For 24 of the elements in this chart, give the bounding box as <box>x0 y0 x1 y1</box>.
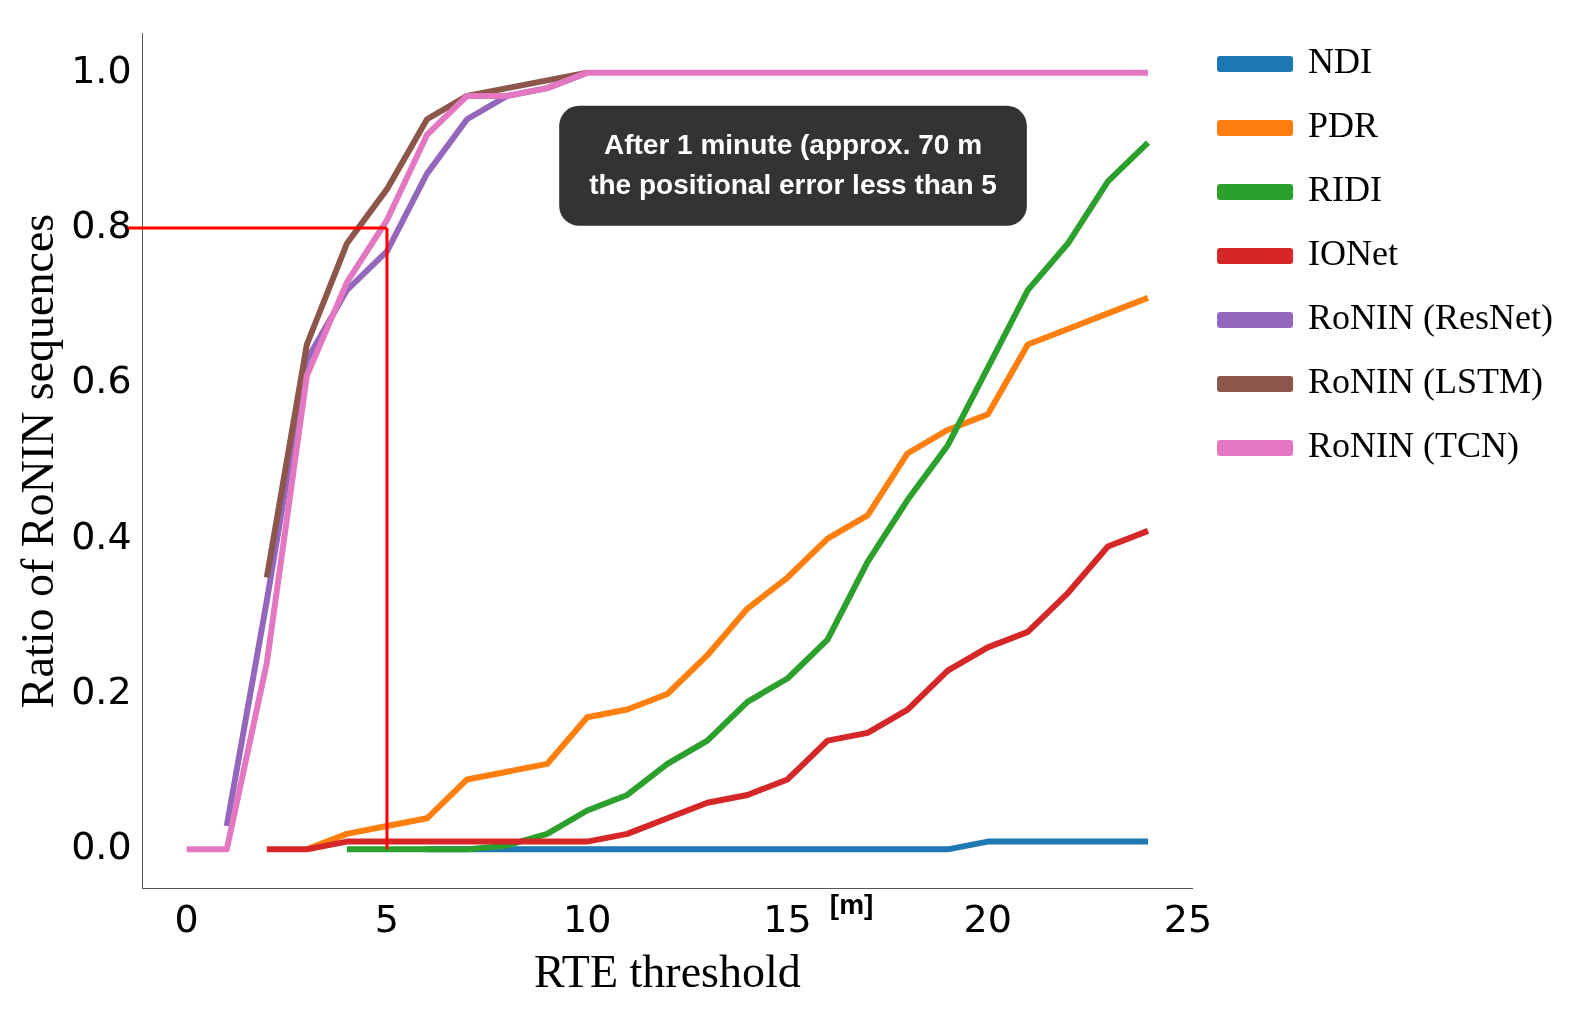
legend-label: RoNIN (ResNet) <box>1308 297 1553 338</box>
legend-label: NDI <box>1308 41 1373 82</box>
y-tick-label: 0.0 <box>71 824 132 869</box>
y-tick-label: 0.6 <box>71 358 132 403</box>
x-tick-label: 20 <box>963 896 1012 941</box>
y-tick-label: 0.2 <box>71 668 132 713</box>
annotation: the positional error less than 5 <box>589 168 997 200</box>
x-tick-label: 25 <box>1163 896 1213 941</box>
x-axis-title: RTE threshold <box>533 946 801 998</box>
legend-label: RoNIN (LSTM) <box>1308 361 1544 402</box>
legend-label: RIDI <box>1308 169 1383 210</box>
annotation: [m] <box>829 888 874 920</box>
y-tick-label: 0.4 <box>71 513 132 558</box>
legend-label: PDR <box>1308 105 1379 146</box>
x-tick-label: 15 <box>763 896 812 941</box>
annotation: After 1 minute (approx. 70 m <box>603 128 983 160</box>
x-tick-label: 10 <box>563 896 612 941</box>
legend-label: RoNIN (TCN) <box>1308 425 1520 466</box>
x-tick-label: 0 <box>174 896 199 941</box>
y-axis-title: Ratio of RoNIN sequences <box>11 213 63 709</box>
y-tick-label: 0.8 <box>71 202 132 247</box>
y-tick-label: 1.0 <box>71 47 132 92</box>
legend-label: IONet <box>1308 233 1399 274</box>
x-tick-label: 5 <box>374 896 400 941</box>
